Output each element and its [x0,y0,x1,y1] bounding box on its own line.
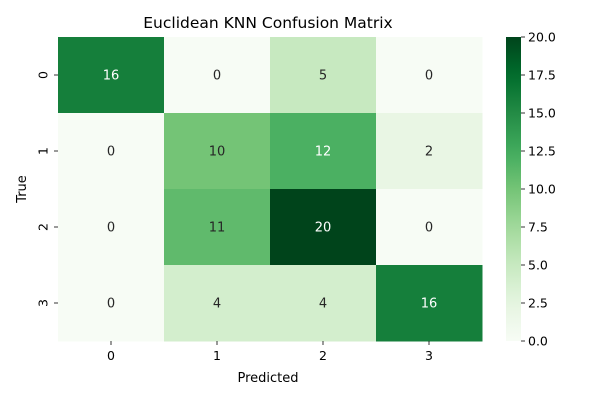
x-tick-label: 3 [425,348,433,363]
colorbar-tick-label: 17.5 [528,68,556,83]
colorbar-tick-label: 5.0 [528,258,548,273]
cell-value-label: 2 [425,145,433,160]
cell-value-label: 20 [315,221,332,236]
cell-value-label: 12 [315,145,332,160]
y-tick-label: 1 [35,147,50,155]
colorbar-tick-label: 15.0 [528,106,556,121]
colorbar: 0.0 2.5 5.0 7.5 10.0 12.5 15.0 17.5 20.0 [506,30,556,349]
colorbar-tick-label: 0.0 [528,334,548,349]
heatmap-cell [376,265,483,342]
colorbar-tick-label: 2.5 [528,296,548,311]
x-axis-ticks: 0 1 2 3 [107,341,433,363]
heatmap-cell [58,113,165,190]
y-tick-label: 2 [35,223,50,231]
cell-value-label: 10 [209,145,226,160]
heatmap-cell [164,37,271,114]
x-tick-label: 1 [213,348,221,363]
heatmap-cell [164,189,271,266]
heatmap-cell [270,37,377,114]
heatmap-cell [270,189,377,266]
cell-value-label: 0 [425,221,433,236]
heatmap-cell [164,113,271,190]
heatmap-cells: 16 0 5 00 10 12 20 11 20 00 4 4 16 [58,37,483,342]
colorbar-tick-label: 7.5 [528,220,548,235]
y-tick-label: 0 [35,71,50,79]
x-tick-label: 0 [107,348,115,363]
cell-value-label: 16 [421,297,438,312]
heatmap-cell [376,37,483,114]
colorbar-tick-label: 20.0 [528,30,556,45]
cell-value-label: 16 [103,69,120,84]
heatmap-cell [58,37,165,114]
heatmap-cell [58,265,165,342]
cell-value-label: 0 [107,145,115,160]
y-tick-label: 3 [35,299,50,307]
cell-value-label: 0 [425,69,433,84]
heatmap-cell [58,189,165,266]
heatmap-cell [270,265,377,342]
colorbar-tick-label: 12.5 [528,144,556,159]
x-axis-label: Predicted [237,371,298,386]
x-tick-label: 2 [319,348,327,363]
cell-value-label: 11 [209,221,226,236]
cell-value-label: 0 [107,221,115,236]
cell-value-label: 4 [319,297,327,312]
colorbar-tick-label: 10.0 [528,182,556,197]
cell-value-label: 0 [213,69,221,84]
cell-value-label: 4 [213,297,221,312]
heatmap-cell [376,113,483,190]
heatmap-cell [376,189,483,266]
heatmap-cell [270,113,377,190]
chart-title: Euclidean KNN Confusion Matrix [143,14,392,32]
cell-value-label: 0 [107,297,115,312]
heatmap-cell [164,265,271,342]
colorbar-gradient [506,37,521,341]
cell-value-label: 5 [319,69,327,84]
y-axis-label: True [15,175,30,204]
y-axis-ticks: 0 1 2 3 [35,71,58,307]
